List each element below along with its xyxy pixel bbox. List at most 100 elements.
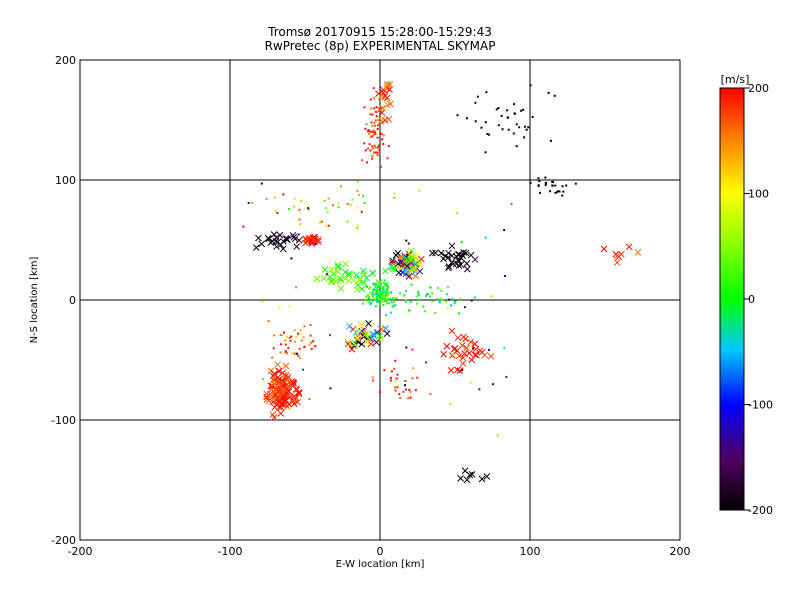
data-point bbox=[425, 295, 428, 298]
data-point bbox=[452, 354, 455, 357]
data-point bbox=[463, 476, 471, 484]
data-point bbox=[376, 290, 379, 293]
data-point bbox=[369, 113, 372, 116]
data-point bbox=[416, 376, 419, 379]
data-point bbox=[273, 243, 280, 250]
data-point bbox=[414, 389, 417, 392]
data-point bbox=[403, 262, 411, 270]
colorbar-tick-label: -200 bbox=[748, 504, 773, 517]
data-point bbox=[300, 339, 303, 342]
data-point bbox=[523, 136, 526, 139]
data-point bbox=[373, 151, 376, 154]
data-point bbox=[251, 201, 254, 204]
data-point bbox=[618, 250, 625, 258]
data-point bbox=[600, 245, 608, 253]
data-point bbox=[292, 394, 300, 402]
data-point bbox=[497, 107, 500, 110]
data-point bbox=[376, 301, 379, 304]
colorbar: [m/s] 200 100 0 -100 -200 bbox=[719, 73, 773, 517]
data-point bbox=[376, 154, 379, 157]
data-point bbox=[387, 145, 390, 148]
data-point bbox=[444, 300, 447, 303]
data-point bbox=[369, 303, 372, 306]
data-point bbox=[319, 221, 322, 224]
data-point bbox=[364, 299, 367, 302]
data-point bbox=[402, 390, 405, 393]
colorbar-label: [m/s] bbox=[721, 73, 750, 86]
data-point bbox=[466, 471, 474, 479]
data-point bbox=[537, 177, 540, 180]
data-point bbox=[529, 181, 532, 184]
data-point bbox=[356, 327, 364, 334]
data-point bbox=[283, 375, 291, 383]
data-point bbox=[295, 286, 298, 289]
data-point bbox=[332, 204, 335, 207]
data-point bbox=[634, 249, 642, 256]
data-point bbox=[346, 202, 349, 205]
data-point bbox=[356, 190, 359, 193]
colorbar-tick-label: 100 bbox=[748, 188, 769, 201]
data-point bbox=[363, 338, 371, 346]
data-point bbox=[309, 334, 312, 337]
data-point bbox=[574, 182, 577, 185]
data-point bbox=[561, 194, 564, 197]
y-tick-label: -200 bbox=[51, 534, 76, 547]
data-point bbox=[414, 260, 422, 268]
data-point bbox=[390, 311, 393, 314]
data-point bbox=[476, 347, 484, 355]
data-point bbox=[265, 197, 268, 200]
data-point bbox=[404, 299, 407, 302]
data-point bbox=[384, 291, 387, 294]
data-point bbox=[506, 109, 509, 112]
data-point bbox=[447, 298, 450, 301]
data-point bbox=[376, 146, 379, 149]
data-point bbox=[529, 84, 532, 87]
data-point bbox=[313, 275, 321, 283]
data-point bbox=[379, 303, 382, 306]
data-point bbox=[371, 379, 374, 382]
data-point bbox=[376, 299, 379, 302]
data-point bbox=[349, 203, 352, 206]
data-point bbox=[278, 306, 281, 309]
data-point bbox=[326, 211, 329, 214]
data-point bbox=[381, 287, 384, 290]
data-point bbox=[377, 300, 380, 303]
data-point bbox=[357, 320, 365, 328]
data-point bbox=[403, 294, 406, 297]
data-point bbox=[441, 299, 444, 302]
data-point bbox=[310, 236, 318, 244]
data-point bbox=[279, 401, 286, 408]
data-point bbox=[379, 291, 382, 294]
data-point bbox=[261, 300, 264, 303]
data-point bbox=[281, 397, 289, 404]
data-point bbox=[275, 367, 283, 375]
data-point bbox=[310, 341, 313, 344]
data-point bbox=[446, 307, 449, 310]
y-tick-labels: -200 -100 0 100 200 bbox=[51, 54, 86, 547]
data-point bbox=[353, 286, 361, 293]
data-point bbox=[376, 332, 384, 340]
data-point bbox=[527, 126, 530, 129]
data-point bbox=[371, 376, 374, 379]
data-point bbox=[382, 267, 389, 275]
data-point bbox=[300, 332, 303, 335]
data-point bbox=[379, 104, 386, 112]
data-point bbox=[277, 410, 285, 417]
data-point bbox=[363, 142, 366, 145]
data-point bbox=[459, 298, 462, 301]
data-point bbox=[396, 373, 399, 376]
data-point bbox=[358, 340, 366, 348]
data-point bbox=[562, 190, 565, 193]
data-point bbox=[272, 387, 280, 395]
data-point bbox=[299, 223, 302, 226]
data-point bbox=[355, 276, 363, 284]
data-point bbox=[451, 298, 454, 301]
data-point bbox=[310, 347, 313, 350]
data-point bbox=[297, 354, 300, 357]
data-point bbox=[384, 101, 391, 109]
data-point bbox=[375, 289, 378, 292]
data-point bbox=[361, 159, 364, 162]
data-point bbox=[303, 325, 306, 328]
data-point bbox=[388, 302, 391, 305]
data-point bbox=[373, 338, 380, 346]
